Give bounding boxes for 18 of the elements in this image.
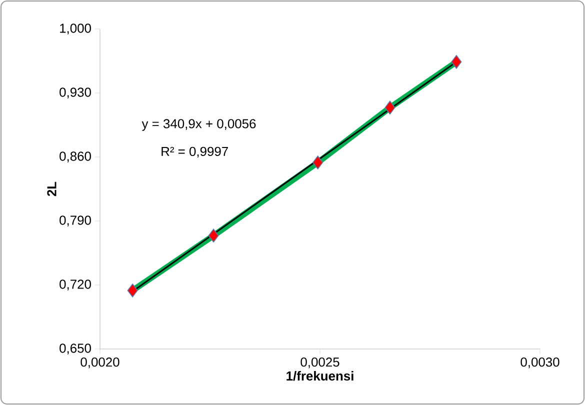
annotation: R² = 0,9997	[162, 146, 228, 158]
x-axis-title: 1/frekuensi	[286, 371, 354, 381]
point	[451, 55, 462, 69]
y-tick-label: 0,860	[60, 152, 91, 162]
point	[312, 156, 324, 170]
y-tick-label: 0,790	[60, 216, 91, 226]
x-tick-label: 0,0020	[80, 358, 120, 368]
point	[384, 100, 396, 115]
x-tick-label: 0,0030	[520, 358, 560, 368]
y-tick-label: 0,720	[60, 280, 91, 290]
y-tick-label: 1,000	[60, 24, 91, 34]
annotation: y = 340,9x + 0,0056	[142, 119, 256, 131]
point	[127, 284, 138, 298]
y-axis-title: 2L	[47, 182, 56, 196]
x-tick-label: 0,0025	[300, 358, 340, 368]
point	[208, 228, 219, 243]
y-tick-label: 0,650	[60, 344, 91, 354]
y-tick-label: 0,930	[60, 88, 91, 98]
